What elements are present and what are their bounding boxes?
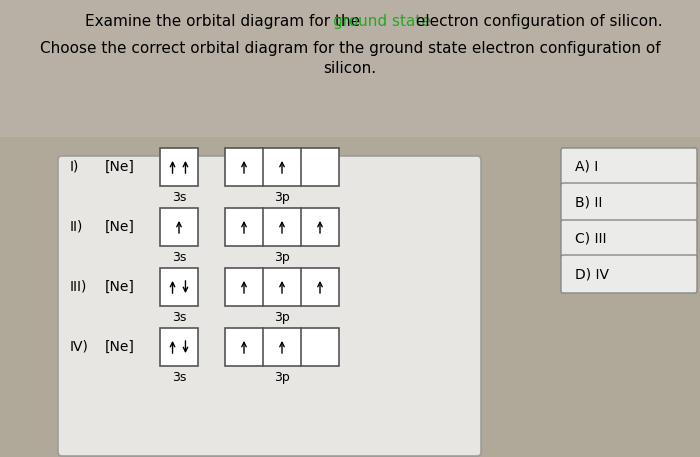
Bar: [160, 148, 198, 186]
Bar: [160, 328, 198, 366]
Bar: [160, 268, 198, 306]
Text: A) I: A) I: [575, 160, 598, 174]
Text: Examine the orbital diagram for the: Examine the orbital diagram for the: [85, 14, 365, 29]
FancyBboxPatch shape: [561, 148, 697, 186]
Text: electron configuration of silicon.: electron configuration of silicon.: [411, 14, 663, 29]
Text: silicon.: silicon.: [323, 61, 377, 76]
Text: IV): IV): [70, 340, 89, 354]
Bar: [225, 328, 339, 366]
Text: ground state: ground state: [333, 14, 431, 29]
Text: D) IV: D) IV: [575, 267, 609, 281]
Text: [Ne]: [Ne]: [105, 280, 135, 294]
FancyBboxPatch shape: [561, 220, 697, 258]
Bar: [0, 0, 700, 137]
Text: 3p: 3p: [274, 311, 290, 324]
Text: Choose the correct orbital diagram for the ground state electron configuration o: Choose the correct orbital diagram for t…: [40, 41, 660, 56]
Text: [Ne]: [Ne]: [105, 340, 135, 354]
Text: 3p: 3p: [274, 371, 290, 384]
FancyBboxPatch shape: [58, 156, 481, 456]
Text: II): II): [70, 220, 83, 234]
Bar: [225, 268, 339, 306]
Text: 3s: 3s: [172, 251, 186, 264]
Text: 3p: 3p: [274, 191, 290, 204]
Bar: [548, 32, 700, 272]
Text: I): I): [70, 160, 79, 174]
FancyBboxPatch shape: [561, 255, 697, 293]
Text: B) II: B) II: [575, 195, 603, 209]
Text: 3s: 3s: [172, 371, 186, 384]
FancyBboxPatch shape: [561, 183, 697, 221]
Bar: [160, 208, 198, 246]
Text: III): III): [70, 280, 88, 294]
Bar: [225, 148, 339, 186]
Text: C) III: C) III: [575, 232, 606, 246]
Text: 3s: 3s: [172, 191, 186, 204]
Text: [Ne]: [Ne]: [105, 220, 135, 234]
Text: 3p: 3p: [274, 251, 290, 264]
Bar: [225, 208, 339, 246]
Text: 3s: 3s: [172, 311, 186, 324]
Text: [Ne]: [Ne]: [105, 160, 135, 174]
